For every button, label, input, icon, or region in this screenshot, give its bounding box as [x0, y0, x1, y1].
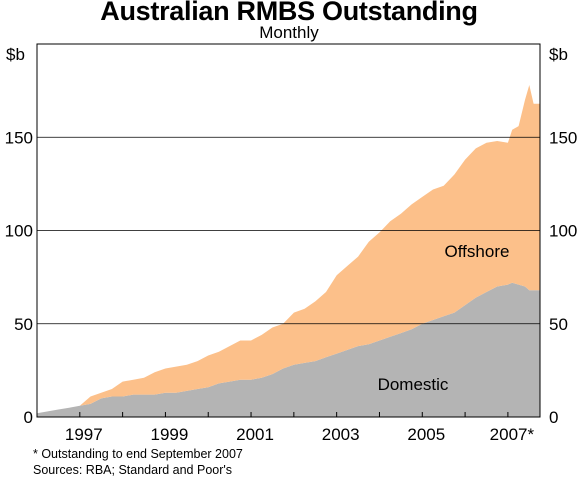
y-tick-left-0: 0 — [24, 408, 33, 427]
plot-frame — [36, 43, 541, 418]
footnote-sources: Sources: RBA; Standard and Poor's — [33, 463, 233, 477]
footnotes: * Outstanding to end September 2007 Sour… — [33, 446, 243, 478]
gridlines — [37, 136, 540, 325]
y-axis-unit-left: $b — [6, 45, 25, 64]
y-tick-left-50: 50 — [14, 315, 33, 334]
series-label-offshore: Offshore — [445, 242, 510, 261]
y-axis-ticks: 0 0 50 50 100 100 150 150 — [5, 128, 578, 427]
x-tick-2007: 2007* — [490, 425, 535, 444]
y-tick-left-150: 150 — [5, 128, 33, 147]
footnote-asterisk: * Outstanding to end September 2007 — [33, 447, 243, 461]
area-offshore — [37, 85, 540, 414]
y-tick-right-100: 100 — [549, 222, 577, 241]
chart-title: Australian RMBS Outstanding — [100, 0, 478, 26]
y-tick-right-0: 0 — [549, 408, 558, 427]
series-label-domestic: Domestic — [378, 375, 449, 394]
x-axis-ticks: 1997 1999 2001 2003 2005 2007* — [65, 412, 535, 444]
area-domestic — [37, 282, 540, 417]
y-tick-right-50: 50 — [549, 315, 568, 334]
x-tick-1997: 1997 — [65, 425, 103, 444]
y-tick-right-150: 150 — [549, 128, 577, 147]
x-tick-2005: 2005 — [407, 425, 445, 444]
x-tick-1999: 1999 — [151, 425, 189, 444]
y-axis-unit-right: $b — [549, 45, 568, 64]
x-tick-2001: 2001 — [236, 425, 274, 444]
series-areas — [37, 85, 540, 417]
y-tick-left-100: 100 — [5, 222, 33, 241]
x-tick-2003: 2003 — [322, 425, 360, 444]
chart-subtitle: Monthly — [259, 23, 319, 42]
